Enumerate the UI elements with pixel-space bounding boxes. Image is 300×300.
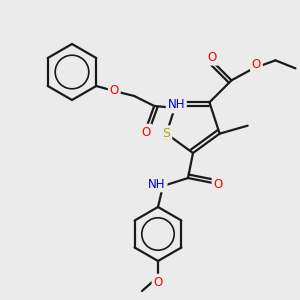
Text: O: O: [213, 178, 223, 190]
Text: S: S: [162, 127, 170, 140]
Text: NH: NH: [167, 98, 185, 112]
Text: NH: NH: [148, 178, 166, 190]
Text: O: O: [110, 85, 119, 98]
Text: O: O: [142, 125, 151, 139]
Text: O: O: [153, 275, 163, 289]
Text: O: O: [208, 51, 217, 64]
Text: O: O: [252, 58, 261, 71]
